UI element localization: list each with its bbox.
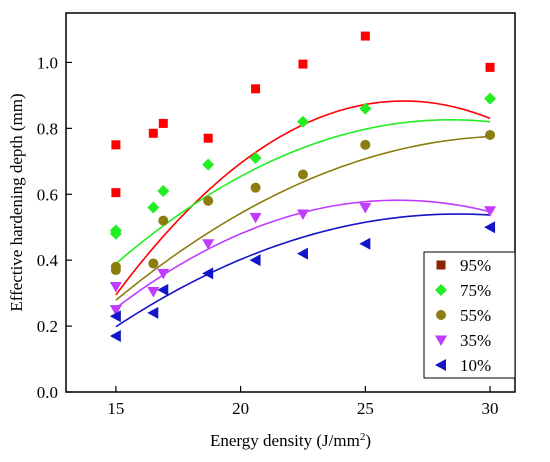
data-point-55pct (158, 215, 169, 226)
data-point-10pct (157, 283, 169, 296)
data-point-95pct (203, 133, 213, 143)
data-point-35pct (249, 212, 262, 224)
data-point-10pct (296, 247, 308, 260)
legend-label: 10% (460, 356, 491, 375)
x-tick-label: 25 (357, 399, 374, 418)
legend-marker-10pct (435, 359, 446, 371)
x-axis-label-main: Energy density (J/mm (210, 431, 360, 450)
data-point-10pct (249, 254, 261, 267)
data-point-75pct (296, 115, 309, 128)
fit-curve-55pct (115, 135, 491, 301)
data-point-55pct (148, 258, 159, 269)
legend-marker-75pct (435, 284, 447, 296)
legend-marker-95pct (436, 260, 446, 270)
axis-ticks: 15 20 25 30 0.0 0.2 0.4 0.6 0.8 1.0 (37, 53, 499, 418)
x-tick-label: 30 (482, 399, 499, 418)
y-tick-label: 0.2 (37, 317, 58, 336)
x-tick-label: 20 (232, 399, 249, 418)
data-point-95pct (158, 118, 168, 128)
x-axis-label-superscript: 2 (360, 431, 366, 443)
data-point-95pct (251, 84, 261, 94)
data-point-55pct (110, 261, 121, 272)
data-point-95pct (485, 62, 495, 72)
y-tick-label: 0.4 (37, 251, 59, 270)
data-point-55pct (297, 169, 308, 180)
data-point-10pct (202, 267, 214, 280)
data-point-35pct (109, 305, 122, 316)
data-point-75pct (359, 102, 372, 115)
data-point-10pct (359, 237, 371, 250)
data-point-95pct (298, 59, 308, 69)
data-point-35pct (484, 206, 497, 217)
legend-label: 35% (460, 331, 491, 350)
data-point-10pct (147, 306, 159, 319)
x-tick-label: 15 (107, 399, 124, 418)
data-point-95pct (360, 31, 370, 41)
legend-label: 75% (460, 281, 491, 300)
data-point-75pct (109, 224, 122, 237)
y-tick-label: 0.8 (37, 119, 58, 138)
data-point-75pct (157, 184, 170, 197)
data-point-35pct (157, 268, 170, 280)
y-axis-label: Effective hardening depth (mm) (7, 93, 26, 311)
data-point-10pct (109, 329, 121, 342)
data-point-95pct (111, 188, 121, 198)
x-axis-label: Energy density (J/mm2) (210, 431, 371, 450)
data-point-35pct (202, 239, 215, 250)
data-point-75pct (202, 158, 215, 171)
data-point-55pct (485, 129, 496, 140)
y-tick-label: 1.0 (37, 53, 58, 72)
fit-curve-10pct (115, 213, 491, 328)
y-tick-label: 0.6 (37, 185, 58, 204)
data-point-10pct (484, 221, 496, 234)
x-axis-label-suffix: ) (365, 431, 371, 450)
data-point-55pct (250, 182, 261, 193)
data-point-35pct (147, 286, 160, 298)
data-point-10pct (109, 310, 121, 323)
data-point-75pct (484, 92, 497, 105)
plot-frame (65, 12, 516, 393)
data-point-55pct (203, 195, 214, 206)
legend-marker-35pct (435, 335, 447, 346)
data-point-35pct (109, 282, 122, 293)
data-point-95pct (111, 140, 121, 150)
data-point-95pct (148, 128, 158, 138)
data-point-75pct (147, 201, 160, 214)
data-point-35pct (359, 202, 372, 214)
y-tick-label: 0.0 (37, 383, 58, 402)
data-point-75pct (249, 152, 262, 165)
legend: 95% 75% 55% 35% 10% (423, 251, 516, 379)
data-point-55pct (360, 139, 371, 150)
fit-curve-75pct (115, 118, 491, 265)
legend-label: 95% (460, 256, 491, 275)
legend-label: 55% (460, 306, 491, 325)
legend-marker-55pct (436, 310, 446, 320)
data-point-35pct (296, 209, 309, 221)
data-points (109, 31, 497, 342)
